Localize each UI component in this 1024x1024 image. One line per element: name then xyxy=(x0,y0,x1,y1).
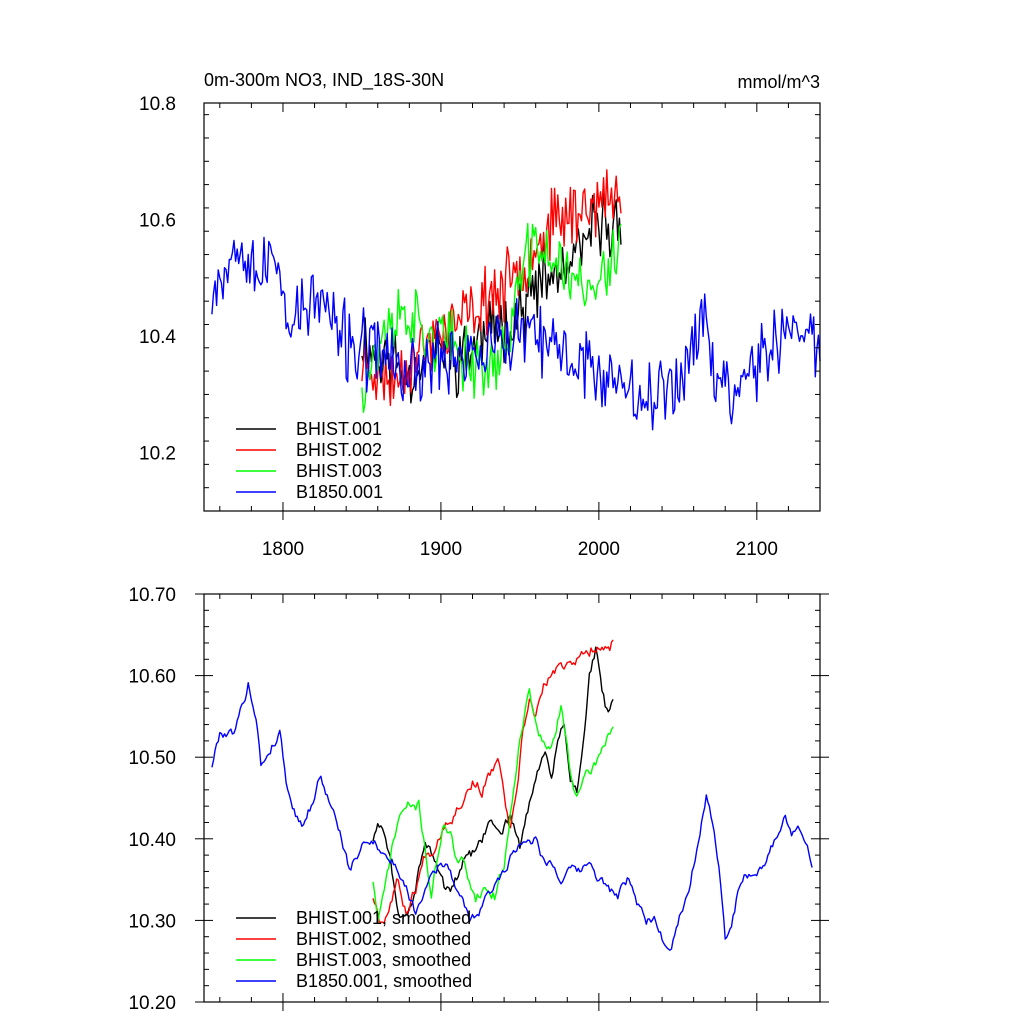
top-plot-frame xyxy=(203,102,821,512)
top-legend-label-3: BHIST.003 xyxy=(296,461,382,481)
top-legend-label-1: BHIST.001 xyxy=(296,419,382,439)
bottom-y-tick-label: 10.40 xyxy=(128,830,176,851)
bottom-series-line-2 xyxy=(372,639,614,924)
top-y-tick-label: 10.6 xyxy=(139,211,176,232)
bottom-ticks: 10.20 10.30 10.40 10.50 10.60 10.70 xyxy=(128,585,829,1014)
top-series-group xyxy=(211,169,821,431)
top-x-tick-label: 1800 xyxy=(262,539,304,560)
top-chart-units: mmol/m^3 xyxy=(738,72,820,92)
bottom-series-group xyxy=(211,639,813,951)
top-y-tick-label: 10.4 xyxy=(139,327,176,348)
bottom-series-line-4 xyxy=(211,682,813,951)
bottom-y-tick-label: 10.30 xyxy=(128,911,176,932)
bottom-y-tick-label: 10.70 xyxy=(128,585,176,606)
top-legend-label-2: BHIST.002 xyxy=(296,440,382,460)
top-y-tick-label: 10.8 xyxy=(139,94,176,115)
bottom-legend-label-2: BHIST.002, smoothed xyxy=(296,929,471,949)
bottom-y-tick-label: 10.60 xyxy=(128,667,176,688)
bottom-legend-label-4: B1850.001, smoothed xyxy=(296,971,472,991)
top-series-line-2 xyxy=(361,169,622,407)
top-y-tick-label: 10.2 xyxy=(139,444,176,465)
bottom-legend-label-1: BHIST.001, smoothed xyxy=(296,908,471,928)
top-legend-label-4: B1850.001 xyxy=(296,482,383,502)
top-series-line-4 xyxy=(211,236,821,431)
bottom-legend-label-3: BHIST.003, smoothed xyxy=(296,950,471,970)
bottom-y-tick-label: 10.50 xyxy=(128,748,176,769)
top-ticks: 1800 1900 2000 2100 10.2 10.4 10.6 10.8 xyxy=(139,94,821,560)
top-x-tick-label: 1900 xyxy=(420,539,462,560)
bottom-series-line-3 xyxy=(372,688,614,924)
bottom-plot-frame xyxy=(203,593,821,1003)
top-x-tick-label: 2000 xyxy=(578,539,620,560)
top-x-tick-label: 2100 xyxy=(736,539,778,560)
bottom-series-line-1 xyxy=(372,646,614,919)
bottom-y-tick-label: 10.20 xyxy=(128,993,176,1014)
top-chart: 0m-300m NO3, IND_18S-30N mmol/m^3 BHIST.… xyxy=(139,70,821,560)
top-chart-title: 0m-300m NO3, IND_18S-30N xyxy=(204,70,444,91)
